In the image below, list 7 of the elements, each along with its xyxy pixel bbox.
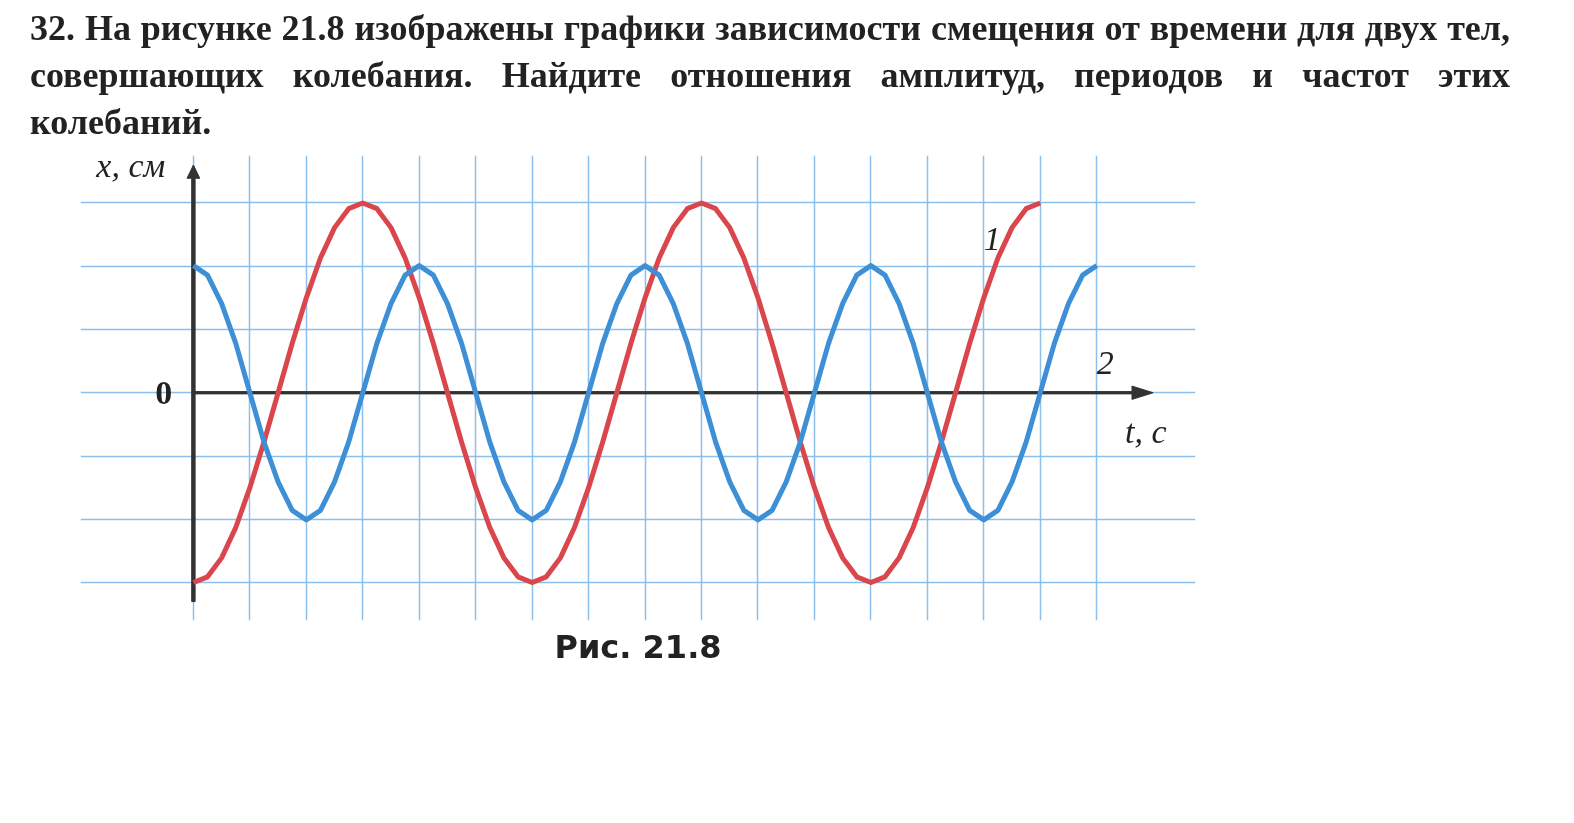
text: 0: [155, 374, 173, 412]
y-axis-title: x, см: [95, 147, 166, 185]
text: Рис. 21.8: [554, 627, 722, 666]
chart-title: 32. На рисунке 21.8 изображены графики зависимости смещения от времени для двух тел, совершающих колебания. Найдите отношения амплитуд, периодов и частот этих колебаний.: [30, 7, 1510, 144]
series-label: 1: [983, 220, 1001, 258]
x-axis-title: t, с: [1124, 413, 1167, 451]
series-label: 2: [1096, 344, 1114, 382]
